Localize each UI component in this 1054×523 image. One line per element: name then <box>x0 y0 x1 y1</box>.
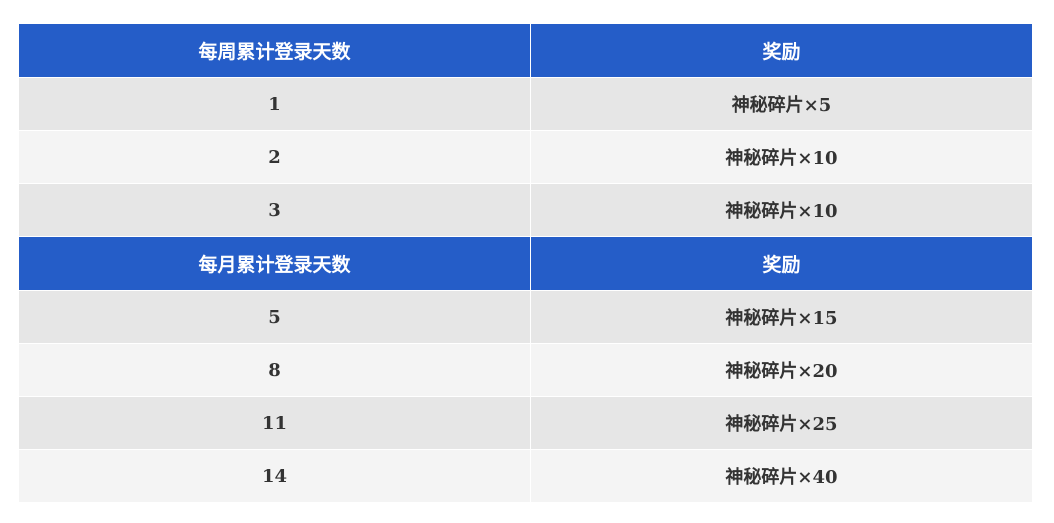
reward-cell: 神秘碎片×15 <box>530 290 1033 344</box>
days-cell: 14 <box>18 449 531 503</box>
table-row: 2 神秘碎片×10 <box>18 130 1033 184</box>
table-row: 8 神秘碎片×20 <box>18 343 1033 397</box>
table-row: 5 神秘碎片×15 <box>18 290 1033 344</box>
login-rewards-table: 每周累计登录天数 奖励 1 神秘碎片×5 2 神秘碎片×10 3 神秘碎片×10 每月累计登录天… <box>18 23 1033 503</box>
weekly-header-row: 每周累计登录天数 奖励 <box>18 23 1033 78</box>
days-header: 每月累计登录天数 <box>18 236 531 291</box>
table-row: 1 神秘碎片×5 <box>18 77 1033 131</box>
reward-header: 奖励 <box>530 23 1033 78</box>
days-cell: 1 <box>18 77 531 131</box>
table-row: 11 神秘碎片×25 <box>18 396 1033 450</box>
reward-cell: 神秘碎片×40 <box>530 449 1033 503</box>
reward-cell: 神秘碎片×25 <box>530 396 1033 450</box>
days-cell: 11 <box>18 396 531 450</box>
days-header: 每周累计登录天数 <box>18 23 531 78</box>
days-cell: 8 <box>18 343 531 397</box>
reward-cell: 神秘碎片×10 <box>530 130 1033 184</box>
reward-cell: 神秘碎片×10 <box>530 183 1033 237</box>
days-cell: 5 <box>18 290 531 344</box>
table-row: 3 神秘碎片×10 <box>18 183 1033 237</box>
days-cell: 2 <box>18 130 531 184</box>
table-row: 14 神秘碎片×40 <box>18 449 1033 503</box>
days-cell: 3 <box>18 183 531 237</box>
reward-header: 奖励 <box>530 236 1033 291</box>
monthly-header-row: 每月累计登录天数 奖励 <box>18 236 1033 291</box>
reward-cell: 神秘碎片×20 <box>530 343 1033 397</box>
reward-cell: 神秘碎片×5 <box>530 77 1033 131</box>
